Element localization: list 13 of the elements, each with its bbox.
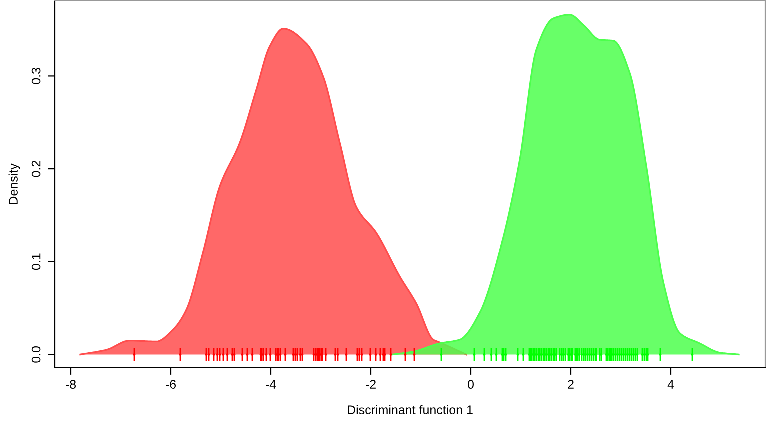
y-tick-label: 0.1	[32, 254, 41, 270]
x-axis-title: Discriminant function 1	[348, 405, 473, 415]
x-tick-label: 2	[568, 380, 574, 389]
x-tick-label: -8	[66, 380, 76, 389]
y-axis-title: Density	[8, 164, 20, 204]
x-tick-label: -6	[166, 380, 176, 389]
y-tick-label: 0.3	[32, 68, 41, 84]
x-tick-label: 0	[468, 380, 474, 389]
y-tick-label: 0.0	[32, 346, 41, 363]
x-tick-label: -2	[366, 380, 376, 389]
x-tick-label: -4	[266, 380, 276, 389]
x-tick-label: 4	[668, 380, 674, 389]
y-tick-label: 0.2	[32, 160, 41, 178]
